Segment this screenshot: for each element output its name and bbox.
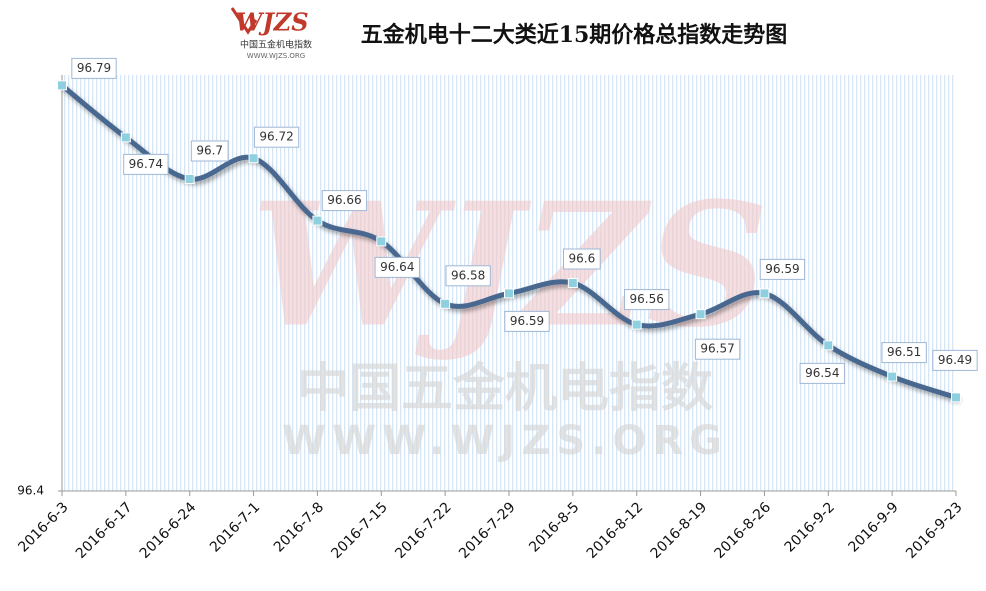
point-marker <box>376 236 387 247</box>
y-tick-label: 96.4 <box>17 484 44 498</box>
data-label: 96.56 <box>624 289 670 311</box>
data-label-box <box>321 190 368 212</box>
point-marker <box>567 278 578 288</box>
logo-brand: WJZS <box>235 8 308 37</box>
data-label: 96.72 <box>253 126 300 148</box>
data-label-text: 96.7 <box>196 144 223 158</box>
x-tick-label: 2016-7-8 <box>271 499 327 555</box>
x-tick-label: 2016-8-5 <box>526 499 582 555</box>
watermark-url: WWW.WJZS.ORG <box>282 418 728 464</box>
data-label-text: 96.57 <box>700 342 734 356</box>
x-tick-label: 2016-9-9 <box>846 499 902 555</box>
x-tick-label: 2016-7-22 <box>392 499 455 562</box>
data-label: 96.6 <box>562 248 601 270</box>
data-label-box <box>374 256 420 278</box>
data-label: 96.59 <box>504 310 550 332</box>
data-label-box <box>190 140 229 162</box>
x-tick-label: 2016-6-17 <box>73 499 136 562</box>
point-marker <box>504 288 514 299</box>
data-label-text: 96.74 <box>129 157 163 171</box>
point-marker <box>951 392 961 403</box>
watermark-name: 中国五金机电指数 <box>297 359 713 419</box>
x-tick-label: 2016-6-3 <box>15 499 71 555</box>
data-label-box <box>694 338 741 360</box>
data-label-text: 96.6 <box>568 252 595 266</box>
data-label: 96.66 <box>321 190 368 212</box>
point-marker <box>57 80 67 91</box>
data-label-text: 96.72 <box>259 130 293 144</box>
x-tick-label: 2016-9-23 <box>903 499 966 562</box>
logo-url: WWW.WJZS.ORG <box>247 52 305 60</box>
x-tick-label: 2016-7-1 <box>207 499 263 555</box>
x-tick-label: 2016-7-15 <box>328 499 391 562</box>
data-label: 96.57 <box>694 338 741 360</box>
data-label-box <box>504 310 550 332</box>
data-label-box <box>123 153 169 175</box>
logo: WJZS 中国五金机电指数 WWW.WJZS.ORG <box>230 7 312 60</box>
data-label: 96.58 <box>445 265 491 287</box>
point-marker <box>759 288 770 299</box>
point-marker <box>312 215 323 226</box>
data-label-box <box>881 342 927 364</box>
data-label-box <box>624 289 670 311</box>
data-label: 96.51 <box>881 342 927 364</box>
data-label: 96.74 <box>123 153 169 175</box>
data-label-box <box>799 362 845 384</box>
point-marker <box>120 132 131 143</box>
data-label-box <box>562 248 601 270</box>
chart-title: 五金机电十二大类近15期价格总指数走势图 <box>361 22 788 48</box>
data-label: 96.59 <box>759 258 806 280</box>
point-marker <box>823 340 834 351</box>
data-label: 96.64 <box>374 256 420 278</box>
data-label-text: 96.59 <box>510 314 544 328</box>
data-label-text: 96.79 <box>77 61 111 75</box>
point-marker <box>631 319 642 330</box>
point-marker <box>184 174 195 184</box>
x-tick-label: 2016-8-12 <box>584 499 647 562</box>
data-label-text: 96.54 <box>805 366 839 380</box>
data-label-text: 96.66 <box>327 193 361 207</box>
data-label-text: 96.51 <box>887 345 921 359</box>
data-label: 96.79 <box>71 57 117 79</box>
point-marker <box>695 309 706 320</box>
x-tick-label: 2016-9-2 <box>782 499 838 555</box>
x-tick-label: 2016-6-24 <box>137 499 200 562</box>
data-label-text: 96.49 <box>938 353 972 367</box>
logo-name: 中国五金机电指数 <box>240 39 312 51</box>
data-label: 96.7 <box>190 140 229 162</box>
point-marker <box>248 153 259 164</box>
data-label-box <box>932 349 978 371</box>
data-label-box <box>445 265 491 287</box>
data-label-text: 96.56 <box>630 292 664 306</box>
data-label-box <box>759 258 806 280</box>
x-tick-label: 2016-8-26 <box>712 499 775 562</box>
data-label-box <box>71 57 117 79</box>
point-marker <box>887 371 898 382</box>
x-tick-label: 2016-7-29 <box>456 499 519 562</box>
data-label: 96.49 <box>932 349 978 371</box>
data-label-text: 96.59 <box>765 262 799 276</box>
data-label-text: 96.58 <box>451 268 485 282</box>
x-tick-label: 2016-8-19 <box>648 499 711 562</box>
point-marker <box>440 298 451 309</box>
data-label-text: 96.64 <box>380 260 414 274</box>
data-label: 96.54 <box>799 362 845 384</box>
data-label-box <box>253 126 300 148</box>
